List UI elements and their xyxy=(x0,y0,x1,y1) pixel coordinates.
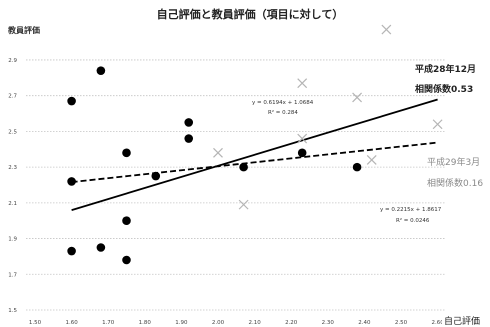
point-series-2 xyxy=(432,119,443,130)
y-tick-label: 2.3 xyxy=(8,165,17,171)
point-series-2 xyxy=(213,147,223,158)
x-tick-label: 2.20 xyxy=(285,320,298,326)
trendline-r2-series-2: R² = 0.0246 xyxy=(396,217,430,224)
x-tick-label: 1.70 xyxy=(102,320,115,326)
x-marker-stroke xyxy=(297,133,308,144)
trendlines xyxy=(71,98,438,211)
x-tick-label: 2.10 xyxy=(248,320,261,326)
y-tick-label: 2.7 xyxy=(8,94,17,100)
y-tick-label: 2.1 xyxy=(8,201,17,207)
x-marker-stroke xyxy=(213,147,223,158)
point-series-2 xyxy=(297,78,308,89)
point-series-2 xyxy=(366,155,377,165)
point-series-2 xyxy=(238,199,249,210)
point-series-1 xyxy=(96,66,106,75)
point-series-1 xyxy=(67,246,76,256)
point-series-1 xyxy=(151,171,161,181)
x-tick-label: 2.50 xyxy=(395,320,408,326)
x-tick-label: 2.60 xyxy=(431,320,444,326)
point-series-1 xyxy=(352,162,362,172)
point-series-1 xyxy=(297,148,307,158)
x-marker-stroke xyxy=(366,155,377,165)
trendline-series-2 xyxy=(71,141,438,183)
trendline-series-1 xyxy=(71,98,438,211)
y-tick-label: 1.9 xyxy=(8,237,17,243)
point-series-1 xyxy=(67,96,76,106)
point-series-1 xyxy=(96,243,106,252)
x-marker-stroke xyxy=(352,92,363,103)
point-series-1 xyxy=(67,177,76,186)
y-axis-title: 教員評価 xyxy=(7,25,40,35)
point-series-2 xyxy=(381,24,392,35)
point-series-2 xyxy=(297,133,308,144)
x-axis-title: 自己評価 xyxy=(444,315,480,327)
x-marker-stroke xyxy=(432,119,443,130)
y-tick-label: 2.5 xyxy=(8,129,17,135)
series-label-2: 平成29年3月 xyxy=(427,156,480,168)
y-tick-label: 1.5 xyxy=(8,308,17,314)
x-axis-title-backing xyxy=(442,313,490,327)
point-series-2 xyxy=(352,92,363,103)
correlation-label-1: 相関係数0.53 xyxy=(415,83,473,95)
x-marker-stroke xyxy=(297,78,308,89)
point-series-1 xyxy=(122,216,131,225)
x-marker-stroke xyxy=(238,199,249,210)
point-series-1 xyxy=(184,134,194,143)
trendline-equation-series-2: y = 0.2215x + 1.8617 xyxy=(380,207,442,213)
point-series-1 xyxy=(122,148,131,158)
correlation-label-2: 相関係数0.16 xyxy=(427,177,483,189)
point-series-1 xyxy=(122,255,131,265)
x-tick-label: 2.00 xyxy=(212,320,225,326)
grid-layer xyxy=(26,59,446,311)
y-tick-label: 2.9 xyxy=(8,58,17,64)
y-tick-label: 1.7 xyxy=(8,272,17,278)
x-marker-stroke xyxy=(381,24,392,35)
x-tick-label: 1.50 xyxy=(29,320,42,326)
x-tick-label: 1.90 xyxy=(175,320,188,326)
series-label-1: 平成28年12月 xyxy=(415,63,476,75)
x-tick-label: 2.30 xyxy=(322,320,335,326)
x-tick-label: 2.40 xyxy=(358,320,371,326)
x-tick-label: 1.80 xyxy=(139,320,152,326)
point-series-1 xyxy=(184,118,194,127)
data-points xyxy=(67,24,443,265)
point-series-1 xyxy=(239,162,248,172)
chart-title: 自己評価と教員評価（項目に対して） xyxy=(157,7,344,21)
x-tick-labels: 1.50 1.60 1.70 1.80 1.90 2.00 2.10 2.20 2.30 2.40… xyxy=(29,320,444,326)
trendline-r2-series-1: R² = 0.284 xyxy=(268,109,298,116)
y-tick-labels: 1.5 1.7 1.9 2.1 2.3 2.5 2.7 2.9 xyxy=(8,58,17,314)
x-tick-label: 1.60 xyxy=(65,320,78,326)
trendline-equation-series-1: y = 0.6194x + 1.0684 xyxy=(252,100,314,106)
